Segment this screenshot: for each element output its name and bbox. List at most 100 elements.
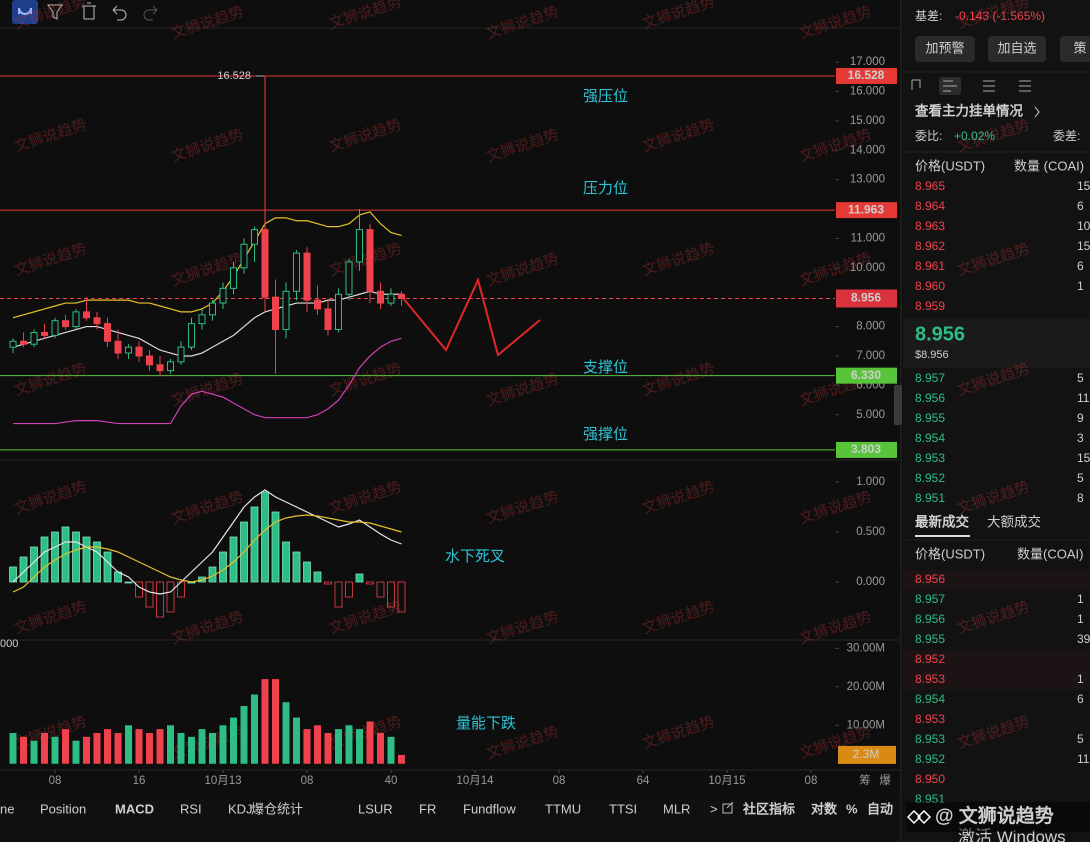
tab[interactable]: RSI xyxy=(180,801,202,816)
tab[interactable]: 自动 xyxy=(867,801,893,816)
brand-bg xyxy=(906,802,1090,832)
panel-text[interactable]: 大额成交 xyxy=(987,514,1041,530)
redo-tool[interactable] xyxy=(143,5,158,21)
panel-text[interactable]: 最新成交 xyxy=(915,514,969,530)
y-tick-label: 11.000 xyxy=(851,232,885,244)
tab[interactable]: Fundflow xyxy=(463,801,516,816)
volume-last-label: 2.3M xyxy=(853,747,880,761)
corner-label: 爆 xyxy=(879,773,891,787)
candle-body xyxy=(72,311,80,328)
tab[interactable]: ne xyxy=(0,801,14,816)
tab[interactable]: % xyxy=(846,801,858,816)
panel-text: 查看主力挂单情况 xyxy=(915,103,1023,119)
panel-text: 基差: xyxy=(915,9,942,23)
undo-tool[interactable] xyxy=(112,5,127,21)
volume-bar xyxy=(51,736,59,764)
chevron xyxy=(1034,106,1040,118)
panel-text: 9 xyxy=(1077,411,1084,425)
panel-text: 策 xyxy=(1073,40,1086,55)
panel-text: 15 xyxy=(1077,179,1090,193)
y-tick-label: 13.000 xyxy=(850,174,885,186)
tab[interactable]: 社区指标 xyxy=(742,801,795,816)
panel-text: 8.956 xyxy=(915,612,945,626)
tab[interactable]: 对数 xyxy=(811,801,838,816)
panel-text: 8.954 xyxy=(915,692,945,706)
volume-bar xyxy=(188,736,196,764)
panel-text: 加预警 xyxy=(925,40,964,55)
candle-body xyxy=(41,331,49,336)
volume-bar xyxy=(366,721,374,764)
y-tick-label: 1.000 xyxy=(856,476,885,488)
splitter[interactable] xyxy=(894,385,902,425)
candle-body xyxy=(156,364,164,372)
macd-bar xyxy=(355,573,364,583)
tab[interactable]: LSUR xyxy=(358,801,393,816)
panel-text: 8.956 xyxy=(915,391,945,405)
candle-body xyxy=(146,355,154,366)
x-tick-label: 08 xyxy=(301,775,314,787)
y-tick-label: 0.000 xyxy=(856,576,885,588)
volume-bar xyxy=(9,732,17,764)
panel-text: 10 xyxy=(1077,219,1090,233)
candle-body xyxy=(135,346,143,357)
candle-body xyxy=(240,243,248,269)
panel-text: 8.960 xyxy=(915,279,945,293)
tab[interactable]: MACD xyxy=(115,801,154,816)
button[interactable] xyxy=(915,36,975,62)
tab[interactable]: Position xyxy=(40,801,86,816)
row-highlight xyxy=(903,650,1090,690)
volume-bar xyxy=(41,732,49,764)
macd-bar xyxy=(345,581,353,598)
panel-text: 8.962 xyxy=(915,239,945,253)
candle-body xyxy=(125,346,133,354)
x-tick-label: 08 xyxy=(805,775,818,787)
candle-body xyxy=(292,252,300,292)
button[interactable] xyxy=(988,36,1046,62)
row-highlight xyxy=(903,570,1090,590)
candle-body xyxy=(313,299,321,310)
panel-text: 11 xyxy=(1077,391,1090,405)
x-tick-label: 10月13 xyxy=(204,775,241,787)
magnet-tool[interactable] xyxy=(12,0,38,24)
volume-bar xyxy=(230,717,238,764)
macd-bar xyxy=(250,506,259,583)
macd-bar xyxy=(156,581,164,618)
panel-text: +0.02% xyxy=(954,129,995,143)
macd-bar xyxy=(82,536,91,583)
volume-bar xyxy=(324,732,332,764)
panel-text: 委差: xyxy=(1053,129,1080,143)
annotation: 强撑位 xyxy=(583,426,628,443)
y-tick-label: 14.000 xyxy=(850,144,885,156)
panel-text: 8.965 xyxy=(915,179,945,193)
button[interactable] xyxy=(1060,36,1090,62)
filter-tool[interactable] xyxy=(47,4,63,20)
candle-body xyxy=(366,229,374,292)
volume-bar xyxy=(146,732,154,764)
delete-tool[interactable] xyxy=(82,2,96,20)
panel-text: 8.953 xyxy=(915,712,945,726)
y-tick-label: 20.00M xyxy=(847,681,885,693)
tab[interactable]: TTSI xyxy=(609,801,637,816)
tab[interactable]: KDJ xyxy=(228,801,253,816)
tab[interactable]: > xyxy=(710,801,718,816)
panel-text: 8.957 xyxy=(915,371,945,385)
volume-bar xyxy=(167,725,175,764)
level-label: 6.330 xyxy=(851,368,881,382)
candle-body xyxy=(104,323,112,342)
tab[interactable]: FR xyxy=(419,801,436,816)
macd-bar xyxy=(229,536,238,583)
view-icons xyxy=(911,79,1031,92)
panel-text: 1 xyxy=(1077,672,1084,686)
x-tick-label: 64 xyxy=(637,775,650,787)
panel-text: 数量(COAI) xyxy=(1017,546,1083,561)
tab[interactable]: TTMU xyxy=(545,801,581,816)
macd-left-label: 000 xyxy=(0,638,18,650)
volume-bar xyxy=(62,729,70,764)
volume-bar xyxy=(397,754,405,764)
volume-bar xyxy=(72,740,80,764)
macd-bar xyxy=(93,541,101,583)
panel-text: 8.954 xyxy=(915,431,945,445)
volume-bar xyxy=(292,717,300,764)
tab[interactable]: 爆仓统计 xyxy=(251,801,303,816)
tab[interactable]: MLR xyxy=(663,801,690,816)
